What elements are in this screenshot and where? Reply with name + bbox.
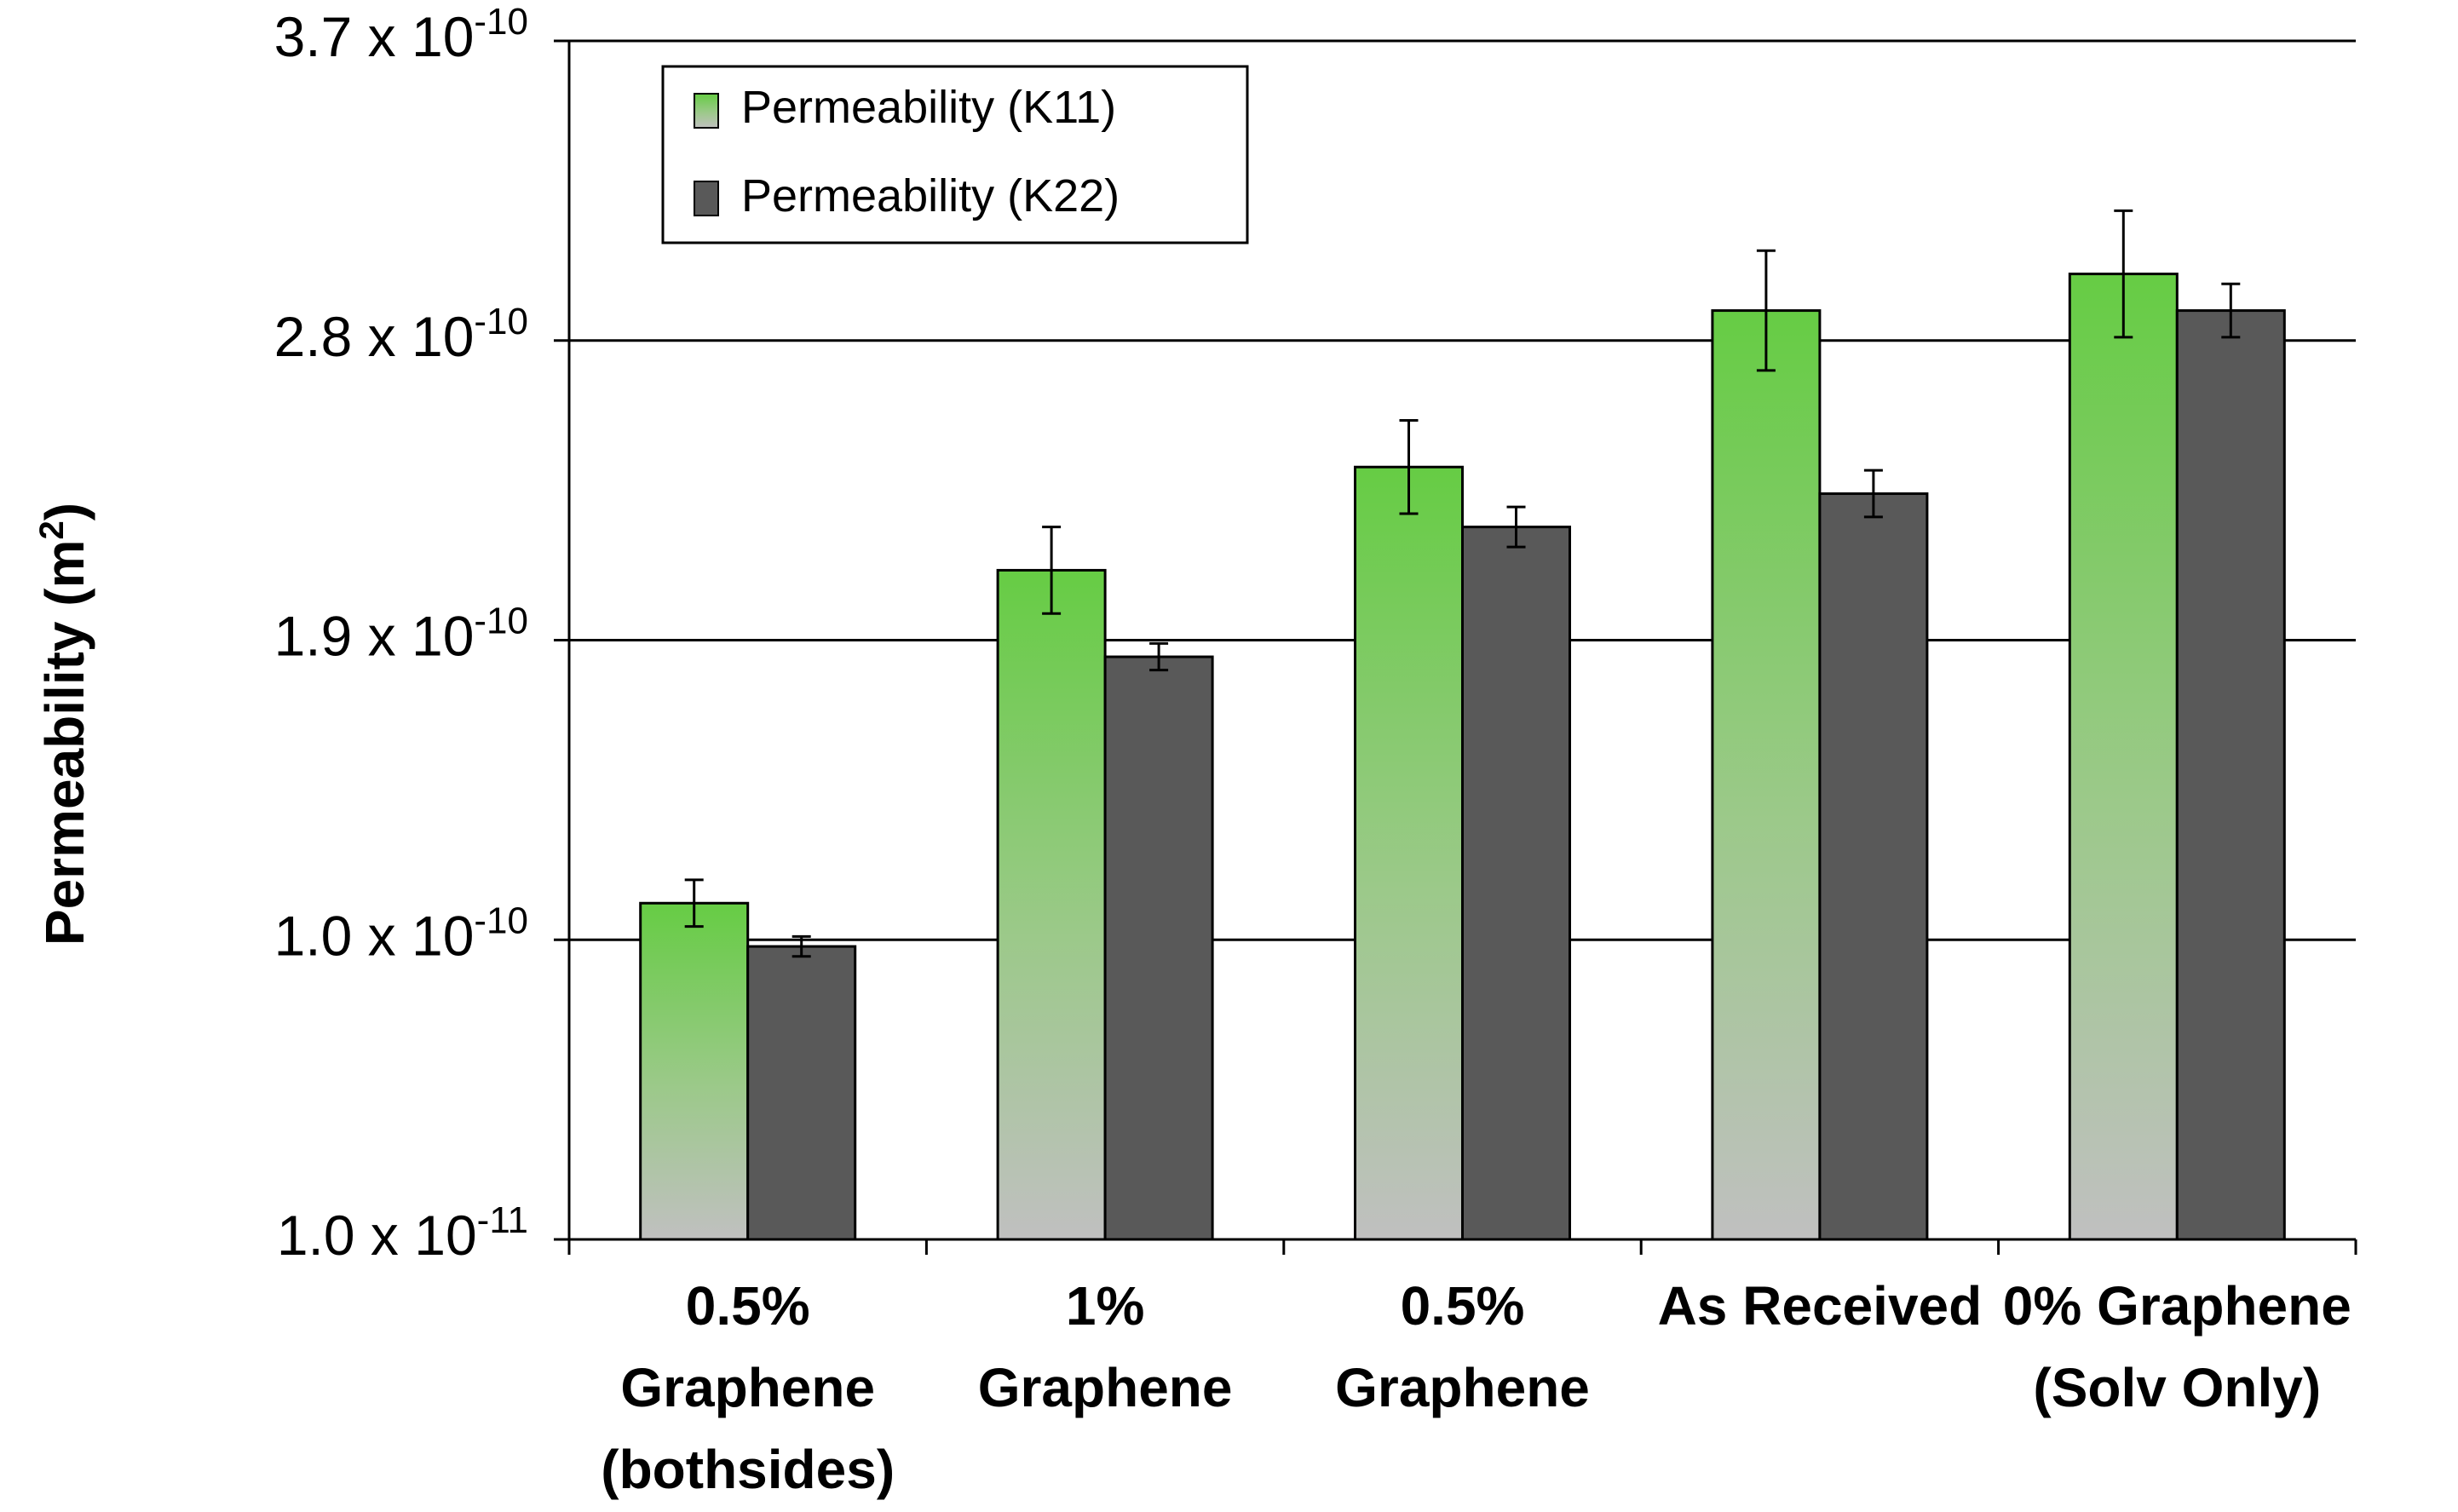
x-category-label: 0.5% Graphene [1335,1275,1590,1418]
y-tick-exponent: -10 [474,900,528,941]
y-tick-label: 2.8 x 10-10 [274,301,528,368]
legend-swatch-k11 [694,93,719,129]
bar-k11 [2068,273,2179,1241]
x-category-label: 0.5% Graphene (bothsides) [601,1275,895,1500]
x-category-labels: 0.5% Graphene (bothsides) 1% Graphene 0.5% Gra… [601,1275,2352,1500]
y-tick-label: 1.9 x 10-10 [274,601,528,668]
bar-k11 [639,901,750,1241]
legend-swatch-k22 [694,181,719,216]
y-axis-label-sup: 2 [33,520,71,539]
legend-label-k11: Permeability (K11) [741,82,1116,133]
legend: Permeability (K11) Permeability (K22) [661,65,1249,244]
y-axis-label: Permeability (m2) [33,503,95,946]
y-tick-exponent: -10 [474,601,528,642]
legend-box [661,65,1249,244]
legend-label-k22: Permeability (K22) [741,170,1120,221]
bar-k22 [2175,309,2286,1241]
y-tick-exponent: -10 [474,301,528,342]
y-tick-labels: 1.0 x 10-11 1.0 x 10-10 1.9 x 10-10 2.8 x 1… [274,1,528,1267]
x-category-label: 1% Graphene [978,1275,1233,1418]
x-category-label: As Received [1658,1275,1983,1337]
y-tick-label: 1.0 x 10-10 [274,900,528,967]
y-tick-exponent: -10 [474,1,528,43]
y-tick-exponent: -11 [477,1199,528,1241]
bars [639,209,2286,1241]
bar-k22 [1461,526,1571,1241]
bar-k11 [1354,465,1464,1241]
bar-k22 [1103,655,1214,1241]
x-category-label: 0% Graphene (Solv Only) [2003,1275,2352,1418]
bar-k11 [1711,309,1822,1241]
bar-k22 [1818,492,1929,1241]
y-tick-label: 3.7 x 10-10 [274,1,528,68]
bar-k22 [746,945,857,1241]
y-tick-label: 1.0 x 10-11 [277,1199,528,1267]
bar-k11 [996,568,1107,1241]
